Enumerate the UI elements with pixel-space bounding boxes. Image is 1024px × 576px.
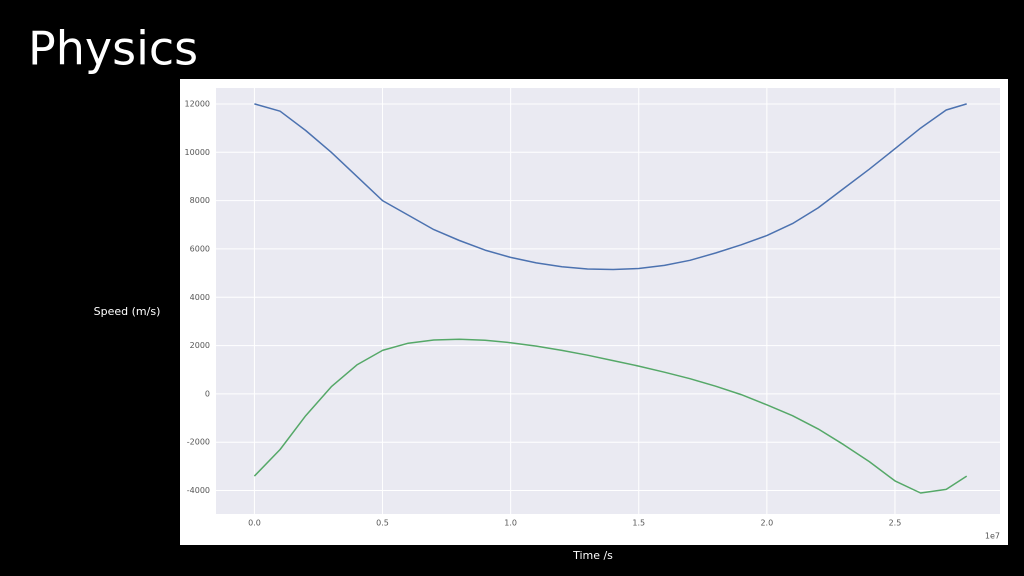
x-axis-label: Time /s: [572, 549, 613, 562]
y-tick-label: 10000: [185, 148, 210, 157]
x-tick-label: 0.0: [248, 519, 261, 528]
y-tick-label: -4000: [187, 486, 210, 495]
y-tick-label: 12000: [185, 99, 210, 108]
x-tick-label: 0.5: [376, 519, 389, 528]
x-tick-label: 1.5: [632, 519, 645, 528]
data-line: [254, 103, 967, 271]
y-tick-label: 6000: [190, 244, 210, 253]
x-tick-label: 2.5: [889, 519, 902, 528]
y-tick-label: 8000: [190, 196, 210, 205]
x-offset-label: 1e7: [985, 532, 1000, 541]
y-tick-label: 4000: [190, 293, 210, 302]
y-tick-label: 0: [205, 389, 210, 398]
data-line: [253, 338, 968, 494]
y-tick-label: -2000: [187, 438, 210, 447]
slide-title: Physics: [28, 22, 198, 76]
y-axis-label: Speed (m/s): [94, 305, 161, 318]
x-tick-label: 1.0: [504, 519, 517, 528]
x-tick-label: 2.0: [760, 519, 773, 528]
y-tick-label: 2000: [190, 341, 210, 350]
plot-area: [216, 88, 1000, 514]
